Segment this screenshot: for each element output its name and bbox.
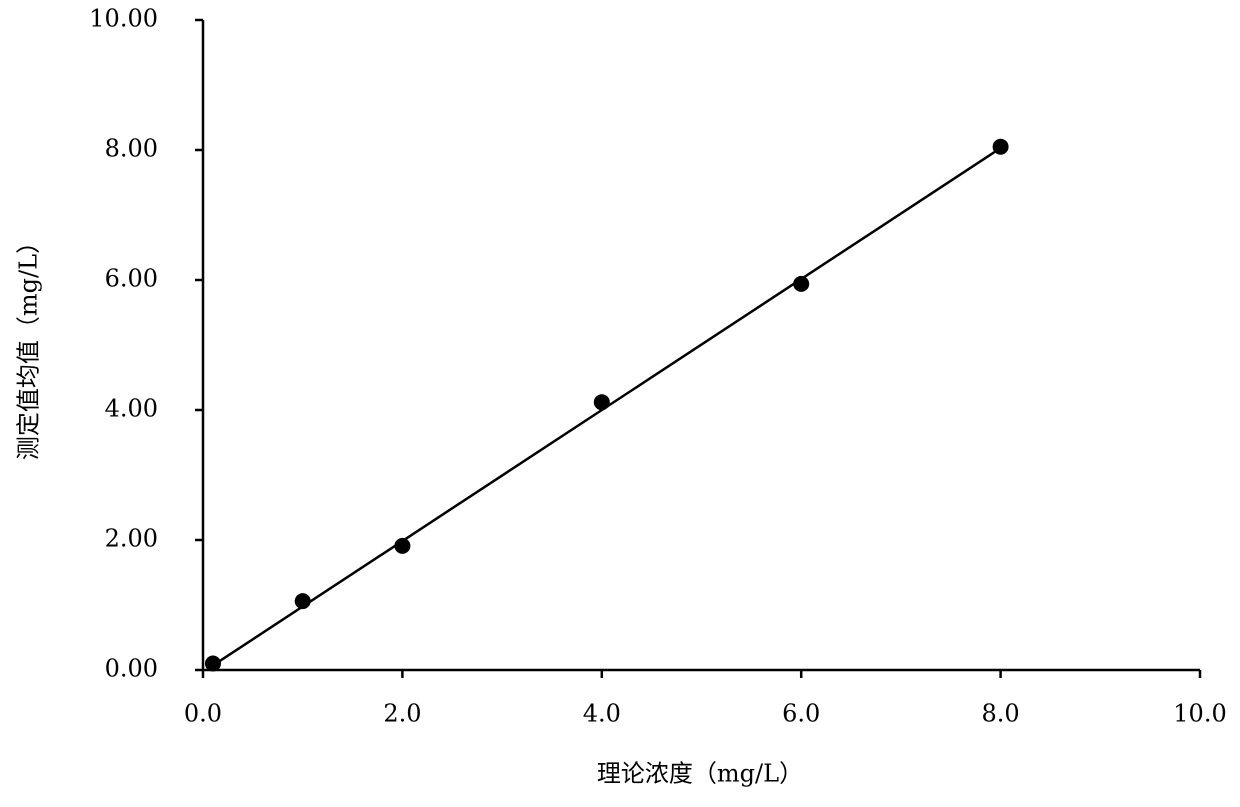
data-point — [295, 593, 311, 609]
y-tick-label: 4.00 — [105, 395, 158, 423]
data-point — [394, 538, 410, 554]
y-tick-label: 6.00 — [105, 265, 158, 293]
data-point — [205, 656, 221, 672]
y-tick-label: 10.00 — [89, 5, 158, 33]
y-axis-title: 测定值均值（mg/L） — [15, 230, 43, 460]
data-point — [993, 139, 1009, 155]
x-tick-label: 8.0 — [982, 700, 1020, 728]
x-tick-label: 4.0 — [583, 700, 621, 728]
x-axis-title: 理论浓度（mg/L） — [597, 760, 803, 788]
data-point — [594, 394, 610, 410]
y-tick-label: 8.00 — [105, 135, 158, 163]
data-point — [793, 276, 809, 292]
x-tick-label: 2.0 — [383, 700, 421, 728]
x-tick-label: 0.0 — [184, 700, 222, 728]
y-tick-label: 0.00 — [105, 655, 158, 683]
x-tick-label: 6.0 — [782, 700, 820, 728]
y-tick-label: 2.00 — [105, 525, 158, 553]
x-tick-label: 10.0 — [1173, 700, 1226, 728]
